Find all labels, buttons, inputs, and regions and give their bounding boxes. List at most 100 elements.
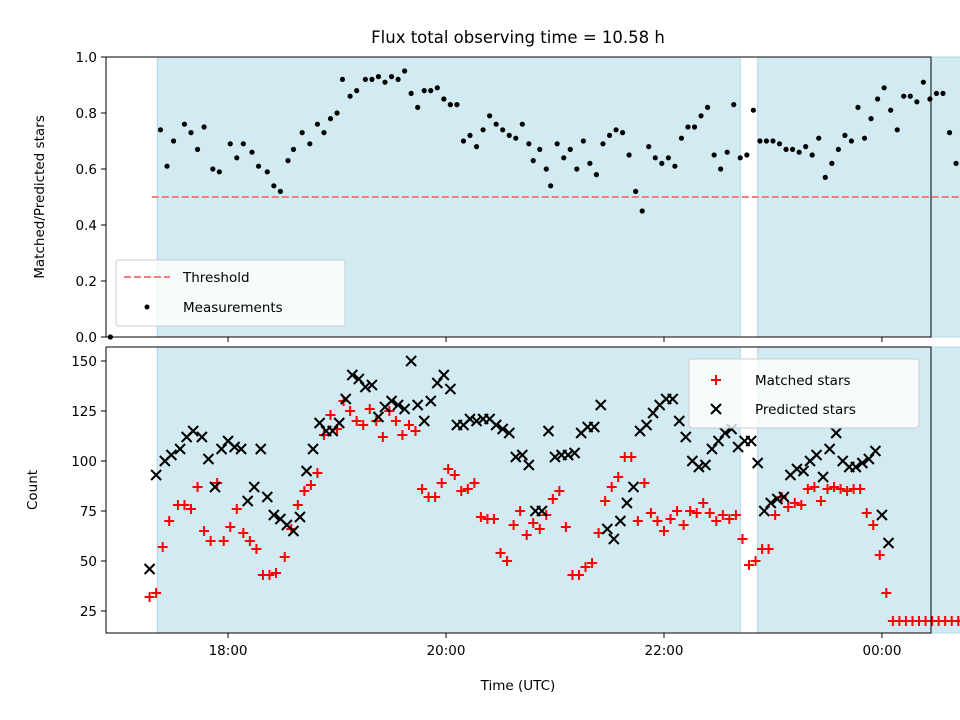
measurement-point <box>763 138 770 144</box>
measurement-point <box>347 93 353 99</box>
measurement-point <box>698 113 704 119</box>
measurement-point <box>362 76 368 82</box>
measurement-point <box>829 160 835 166</box>
measurement-point <box>737 155 743 161</box>
measurement-point <box>216 169 222 175</box>
predicted-point <box>869 445 882 457</box>
measurement-point <box>467 132 473 138</box>
predicted-point <box>536 505 548 517</box>
legend-predicted-marker <box>710 403 722 415</box>
measurement-point <box>704 104 711 110</box>
matched-point <box>600 496 611 506</box>
matched-point <box>264 570 275 580</box>
predicted-point <box>300 465 313 477</box>
measurement-point <box>574 166 580 172</box>
measurement-point <box>234 155 240 161</box>
measurement-point <box>554 141 560 147</box>
predicted-point <box>719 427 731 439</box>
matched-point <box>613 472 624 482</box>
measurement-point <box>901 93 907 99</box>
measurement-point <box>537 146 543 152</box>
top-y-tick-label: 0.2 <box>76 274 97 290</box>
legend-matched-swatch <box>711 375 721 385</box>
predicted-point <box>680 431 692 443</box>
matched-point <box>495 548 506 558</box>
matched-point <box>205 536 216 546</box>
bottom-axes-frame <box>105 346 932 634</box>
legend-matched-label: Matched stars <box>755 373 851 389</box>
matched-point <box>861 508 872 518</box>
top-legend-box <box>115 259 346 327</box>
measurement-point <box>506 132 512 138</box>
matched-point <box>299 486 310 496</box>
matched-point <box>783 502 794 512</box>
x-axis-label: Time (UTC) <box>480 678 556 694</box>
predicted-point <box>856 457 869 469</box>
predicted-point <box>496 423 509 435</box>
measurement-point <box>914 99 920 105</box>
measurement-point <box>606 132 613 138</box>
measurement-point <box>227 141 233 147</box>
predicted-point <box>418 415 430 427</box>
measurement-point <box>770 138 776 144</box>
measurement-point <box>460 138 467 144</box>
predicted-point <box>294 511 306 523</box>
measurement-point <box>933 90 940 96</box>
matched-point <box>436 478 447 488</box>
bottom-panel: 25 50 75 100 125 150 18:00 20:00 22:00 00:00 Cou… <box>25 346 960 694</box>
predicted-point <box>621 497 633 509</box>
predicted-point <box>595 399 607 411</box>
bottom-y-tick-label: 125 <box>71 404 97 420</box>
predicted-point <box>464 413 476 425</box>
predicted-point <box>765 497 777 509</box>
measurement-point <box>480 127 486 133</box>
measurement-point <box>388 74 395 80</box>
matched-point <box>573 570 584 580</box>
matched-point <box>632 516 643 526</box>
measurement-point <box>580 138 586 144</box>
predicted-point <box>235 443 247 455</box>
matched-point <box>645 508 656 518</box>
matched-point <box>325 410 336 420</box>
measurement-point <box>271 183 277 189</box>
measurement-point <box>249 149 255 155</box>
matched-point <box>652 516 663 526</box>
predicted-point <box>614 515 627 527</box>
matched-point <box>796 500 807 510</box>
predicted-point <box>241 495 254 507</box>
predicted-point <box>366 379 378 391</box>
measurement-point <box>822 174 828 180</box>
measurement-point <box>587 160 593 166</box>
matched-point <box>488 514 499 524</box>
predicted-point <box>385 395 398 407</box>
legend-predicted-swatch <box>710 403 722 415</box>
measurement-point <box>181 121 188 127</box>
measurement-point <box>639 208 645 214</box>
matched-point <box>371 416 382 426</box>
legend-measurements-swatch <box>144 304 150 310</box>
predicted-point <box>817 471 829 483</box>
predicted-point <box>647 407 659 419</box>
predicted-point <box>876 509 888 521</box>
predicted-point <box>771 493 784 505</box>
predicted-point <box>549 451 561 463</box>
matched-point <box>462 484 473 494</box>
matched-point <box>199 526 210 536</box>
predicted-point <box>627 481 640 493</box>
matched-point <box>377 432 388 442</box>
measurement-point <box>665 155 671 161</box>
top-y-tick-label: 1.0 <box>76 50 97 66</box>
measurement-point <box>487 113 493 119</box>
measurement-point <box>633 188 639 194</box>
predicted-point <box>392 399 404 411</box>
predicted-point <box>165 449 178 461</box>
predicted-point <box>568 447 581 459</box>
measurement-point <box>264 169 270 175</box>
measurement-point <box>421 88 427 94</box>
bottom-legend-box <box>688 358 920 429</box>
top-y-ticks: 0.0 0.2 0.4 0.6 0.8 1.0 <box>76 50 106 346</box>
matched-point <box>212 478 223 488</box>
bottom-y-tick-label: 150 <box>71 354 97 370</box>
matched-point <box>737 534 748 544</box>
measurement-point <box>561 155 567 161</box>
